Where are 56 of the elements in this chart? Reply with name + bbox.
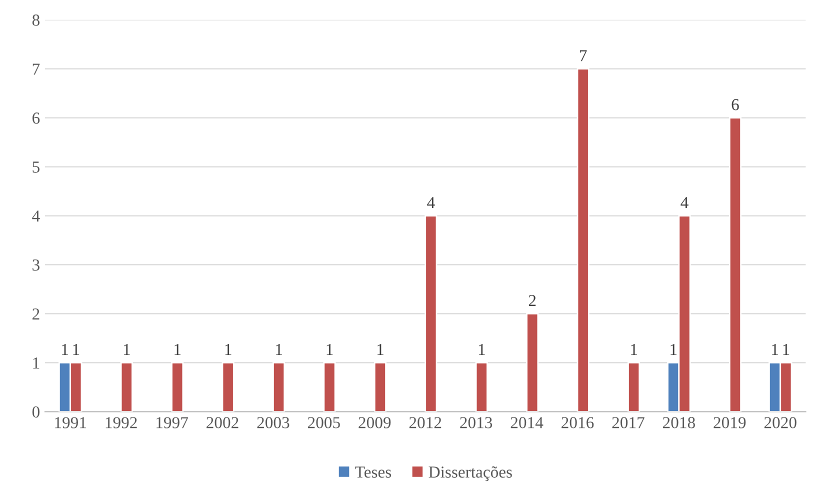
data-label: 1	[276, 344, 282, 355]
x-tick-label: 1991	[55, 417, 86, 428]
x-tick-label: 1992	[106, 417, 137, 428]
x-tick-label: 2017	[612, 417, 644, 428]
data-label: 1	[631, 344, 637, 355]
data-label: 4	[427, 197, 435, 208]
y-tick-label: 0	[32, 406, 40, 418]
bar	[475, 362, 488, 412]
x-tick-label: 2005	[308, 417, 340, 428]
bar	[272, 362, 286, 412]
bar	[728, 117, 742, 412]
data-label: 1	[670, 344, 677, 355]
x-tick-label: 2019	[714, 417, 746, 428]
bar	[526, 313, 539, 412]
data-label: 1	[378, 344, 384, 355]
data-label: 7	[580, 50, 587, 62]
x-tick-label: 2009	[358, 417, 391, 428]
bar	[576, 68, 590, 412]
data-label: 6	[732, 99, 739, 110]
data-label: 1	[124, 344, 130, 355]
y-tick-label: 7	[32, 64, 40, 75]
data-label: 4	[680, 197, 688, 208]
x-tick-label: 2012	[409, 417, 442, 428]
y-tick-label: 8	[32, 14, 40, 26]
x-tick-label: 2014	[510, 417, 544, 428]
legend-label: Dissertações	[428, 466, 512, 482]
bar	[222, 362, 234, 412]
bar	[374, 362, 386, 412]
bar	[628, 362, 640, 412]
data-label: 2	[528, 294, 536, 306]
x-tick-label: 2013	[460, 417, 492, 428]
data-label: 1	[225, 344, 232, 355]
bar	[323, 362, 336, 412]
x-tick-label: 2016	[562, 417, 594, 428]
bar	[424, 215, 438, 412]
legend-label: Teses	[355, 466, 392, 478]
y-tick-label: 5	[32, 162, 40, 173]
data-label: 1	[73, 344, 80, 355]
data-label: 1	[174, 344, 181, 355]
data-label: 1	[783, 344, 790, 355]
y-tick-label: 4	[32, 210, 40, 222]
y-tick-label: 6	[32, 112, 40, 124]
bar	[171, 362, 184, 412]
x-tick-label: 2020	[764, 417, 796, 428]
bar	[120, 362, 133, 412]
y-tick-label: 2	[32, 308, 40, 320]
x-tick-label: 1997	[156, 417, 188, 428]
y-tick-label: 1	[33, 357, 40, 368]
data-label: 1	[772, 344, 778, 355]
data-label: 1	[62, 344, 68, 355]
x-tick-label: 2018	[663, 417, 695, 428]
data-label: 1	[326, 344, 333, 355]
x-tick-label: 2003	[257, 417, 290, 428]
x-tick-label: 2002	[206, 417, 238, 428]
y-tick-label: 3	[32, 259, 40, 271]
data-label: 1	[478, 344, 485, 355]
